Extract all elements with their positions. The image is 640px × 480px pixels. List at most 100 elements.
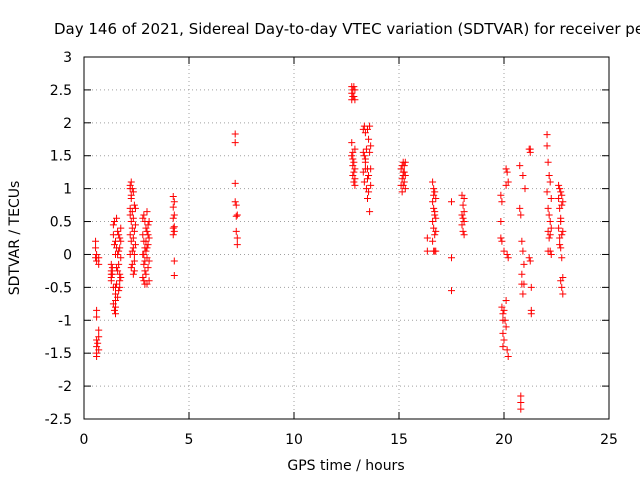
data-point: [170, 272, 178, 280]
data-point: [543, 131, 551, 139]
data-point: [547, 224, 555, 232]
data-point: [430, 185, 438, 193]
data-point: [431, 231, 439, 239]
data-point: [366, 122, 374, 130]
data-point: [130, 201, 138, 209]
y-tick-label: -1: [58, 313, 72, 329]
data-point: [95, 326, 103, 334]
data-point: [144, 264, 152, 272]
data-point: [129, 214, 137, 222]
data-point: [348, 152, 356, 160]
data-point: [559, 273, 567, 281]
data-point: [95, 254, 103, 262]
data-point: [364, 195, 371, 203]
data-point: [108, 270, 116, 278]
data-point: [558, 283, 566, 291]
data-point: [555, 195, 563, 203]
data-point: [423, 234, 431, 242]
data-point: [460, 231, 468, 239]
data-point: [521, 185, 529, 193]
data-points: [92, 83, 567, 413]
data-point: [400, 178, 408, 186]
chart-title: Day 146 of 2021, Sidereal Day-to-day VTE…: [54, 20, 640, 38]
data-point: [558, 191, 566, 199]
data-point: [113, 264, 121, 272]
data-point: [116, 244, 124, 252]
data-point: [364, 175, 371, 183]
data-point: [145, 277, 153, 285]
data-point: [547, 250, 555, 258]
data-point: [429, 237, 437, 245]
data-point: [504, 178, 512, 186]
data-point: [499, 310, 507, 318]
data-point: [117, 224, 125, 232]
data-point: [366, 208, 374, 216]
y-tick-label: -0.5: [45, 280, 72, 296]
data-point: [351, 181, 359, 189]
data-point: [143, 244, 151, 252]
data-point: [128, 260, 136, 268]
data-point: [232, 212, 240, 220]
data-point: [518, 237, 526, 245]
data-point: [460, 208, 468, 216]
data-point: [169, 203, 177, 211]
data-point: [115, 287, 123, 295]
data-point: [518, 270, 526, 278]
data-point: [145, 218, 153, 226]
data-point: [143, 208, 151, 216]
data-point: [350, 178, 358, 186]
data-point: [429, 178, 437, 186]
data-point: [459, 201, 467, 209]
data-point: [127, 178, 135, 186]
data-point: [520, 260, 528, 268]
data-point: [93, 313, 101, 321]
data-point: [144, 221, 152, 229]
y-tick-label: -1.5: [45, 346, 72, 362]
data-point: [95, 346, 103, 354]
data-point: [544, 204, 552, 212]
data-point: [95, 260, 103, 268]
data-point: [117, 254, 125, 262]
data-point: [558, 231, 566, 239]
data-point: [231, 139, 239, 147]
data-point: [459, 227, 467, 235]
y-tick-label: 0: [63, 247, 72, 263]
data-point: [129, 234, 137, 242]
data-point: [127, 191, 135, 199]
data-point: [169, 214, 177, 222]
y-axis-ticks: -2.5 -2 -1.5 -1 -0.5 0 0.5 1 1.5 2 2.5 3: [45, 50, 609, 428]
data-point: [547, 195, 555, 203]
data-point: [502, 165, 510, 173]
data-point: [448, 198, 455, 206]
data-point: [400, 162, 408, 170]
data-point: [170, 257, 178, 265]
data-point: [139, 273, 147, 281]
data-point: [348, 139, 356, 147]
x-axis-label: GPS time / hours: [287, 458, 404, 474]
data-point: [350, 92, 358, 100]
data-point: [545, 171, 553, 179]
data-point: [546, 218, 554, 226]
data-point: [504, 254, 512, 262]
data-point: [503, 250, 511, 258]
data-point: [432, 214, 440, 222]
data-point: [144, 231, 152, 239]
data-point: [558, 201, 566, 209]
data-point: [367, 142, 375, 150]
data-point: [556, 185, 564, 193]
data-point: [517, 399, 525, 407]
data-point: [141, 267, 149, 275]
data-point: [140, 250, 148, 258]
data-point: [499, 329, 507, 337]
data-point: [129, 270, 137, 278]
data-point: [117, 273, 125, 281]
data-point: [544, 247, 552, 255]
data-point: [498, 198, 506, 206]
data-point: [95, 333, 103, 341]
x-axis-ticks: 0 5 10 15 20 25: [80, 57, 618, 448]
data-point: [126, 231, 134, 239]
data-point: [128, 185, 136, 193]
data-point: [499, 343, 507, 351]
data-point: [501, 316, 509, 324]
data-point: [557, 244, 565, 252]
